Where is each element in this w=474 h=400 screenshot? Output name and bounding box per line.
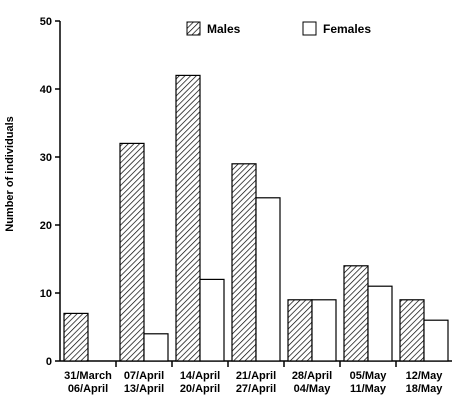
y-tick-label: 10 [40,288,52,300]
legend-swatch-males [186,21,201,36]
bar-females-1 [143,333,169,362]
x-category-label: 12/May [406,370,444,382]
legend: Males Females [186,21,371,36]
x-category-label: 14/April [180,370,220,382]
x-category-label: 21/April [236,370,276,382]
bar-males-1 [119,142,145,362]
y-tick-label: 20 [40,220,52,232]
bar-females-6 [423,319,449,362]
bar-females-3 [255,197,281,362]
bar-females-4 [311,299,337,362]
y-tick-label: 0 [46,356,52,368]
legend-label-males: Males [207,22,241,36]
x-category-label: 07/April [124,370,164,382]
x-category-label: 31/March [64,370,112,382]
legend-swatch-females [302,21,317,36]
legend-label-females: Females [323,22,371,36]
x-category-label: 27/April [236,383,276,395]
bar-males-3 [231,163,257,362]
x-category-label: 28/April [292,370,332,382]
bars [63,74,449,362]
y-axis-label: Number of individuals [4,116,16,232]
x-category-label: 13/April [124,383,164,395]
bar-females-2 [199,278,225,362]
bar-males-5 [343,265,369,362]
bar-males-0 [63,312,89,362]
y-ticks: 0 10 20 30 40 50 [40,16,60,368]
y-tick-label: 50 [40,16,52,28]
bar-males-4 [287,299,313,362]
bar-females-5 [367,285,393,362]
x-category-label: 05/May [350,370,388,382]
y-tick-label: 30 [40,152,52,164]
x-category-label: 06/April [68,383,108,395]
x-category-label: 20/April [180,383,220,395]
bar-males-6 [399,299,425,362]
x-category-label: 04/May [294,383,332,395]
x-ticks [115,361,397,367]
bar-males-2 [175,74,201,362]
x-category-label: 11/May [350,383,387,395]
y-tick-label: 40 [40,84,52,96]
x-category-label: 18/May [406,383,444,395]
